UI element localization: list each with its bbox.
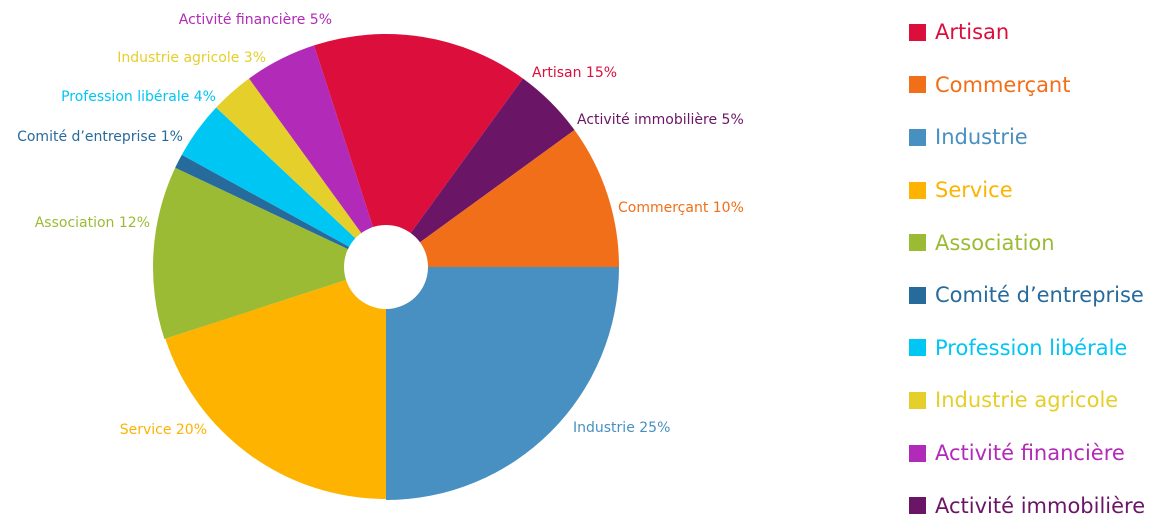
legend-swatch <box>909 497 926 515</box>
legend-item: Commerçant <box>909 59 1145 112</box>
legend-swatch <box>909 339 926 357</box>
pie-slice-activit-immobili-re <box>386 78 575 267</box>
pie-slice-commer-ant <box>386 130 619 267</box>
legend-item: Artisan <box>909 6 1145 59</box>
slice-label: Industrie 25% <box>573 420 670 436</box>
legend-item: Association <box>909 216 1145 269</box>
slice-label: Comité d’entreprise 1% <box>17 129 183 145</box>
slice-label: Industrie agricole 3% <box>117 50 266 66</box>
legend-label: Commerçant <box>935 72 1071 97</box>
pie-slice-association <box>152 167 386 339</box>
pie-slices <box>152 33 619 500</box>
pie-slice-profession-lib-rale <box>181 107 386 267</box>
legend-label: Industrie agricole <box>935 388 1119 413</box>
slice-label: Association 12% <box>35 215 150 231</box>
pie-slice-activit-financi-re <box>249 45 386 268</box>
legend: Artisan Commerçant Industrie Service Associa… <box>909 6 1145 532</box>
slice-label: Activité financière 5% <box>179 12 332 28</box>
legend-swatch <box>909 76 926 94</box>
legend-label: Association <box>935 230 1055 255</box>
legend-swatch <box>909 181 926 199</box>
legend-swatch <box>909 391 926 409</box>
slice-labels: Industrie 25% Service 20% Association 12% C… <box>17 12 744 438</box>
legend-label: Service <box>935 178 1013 203</box>
legend-item: Service <box>909 164 1145 217</box>
pie-chart: Industrie 25% Service 20% Association 12% C… <box>17 12 744 500</box>
legend-swatch <box>909 444 926 462</box>
legend-label: Industrie <box>935 125 1028 150</box>
pie-slice-industrie-agricole <box>216 78 386 267</box>
slice-label: Artisan 15% <box>532 65 617 81</box>
donut-hole <box>344 225 428 309</box>
slice-label: Profession libérale 4% <box>61 89 216 105</box>
legend-item: Profession libérale <box>909 322 1145 375</box>
legend-label: Activité financière <box>935 441 1125 466</box>
pie-slice-artisan <box>314 33 523 268</box>
legend-label: Profession libérale <box>935 335 1128 360</box>
pie-slice-comit-d-entreprise <box>175 154 386 267</box>
legend-swatch <box>909 286 926 304</box>
slice-label: Commerçant 10% <box>618 200 744 216</box>
legend-item: Industrie <box>909 111 1145 164</box>
slice-label: Activité immobilière 5% <box>577 112 744 128</box>
legend-item: Comité d’entreprise <box>909 269 1145 322</box>
legend-label: Artisan <box>935 20 1010 45</box>
legend-item: Activité immobilière <box>909 479 1145 532</box>
legend-swatch <box>909 128 926 146</box>
legend-item: Industrie agricole <box>909 374 1145 427</box>
legend-label: Activité immobilière <box>935 493 1146 518</box>
pie-slice-industrie <box>386 267 619 500</box>
legend-swatch <box>909 234 926 252</box>
legend-swatch <box>909 23 926 41</box>
slice-label: Service 20% <box>120 422 207 438</box>
legend-label: Comité d’entreprise <box>935 283 1144 308</box>
legend-item: Activité financière <box>909 427 1145 480</box>
pie-slice-service <box>165 267 386 500</box>
